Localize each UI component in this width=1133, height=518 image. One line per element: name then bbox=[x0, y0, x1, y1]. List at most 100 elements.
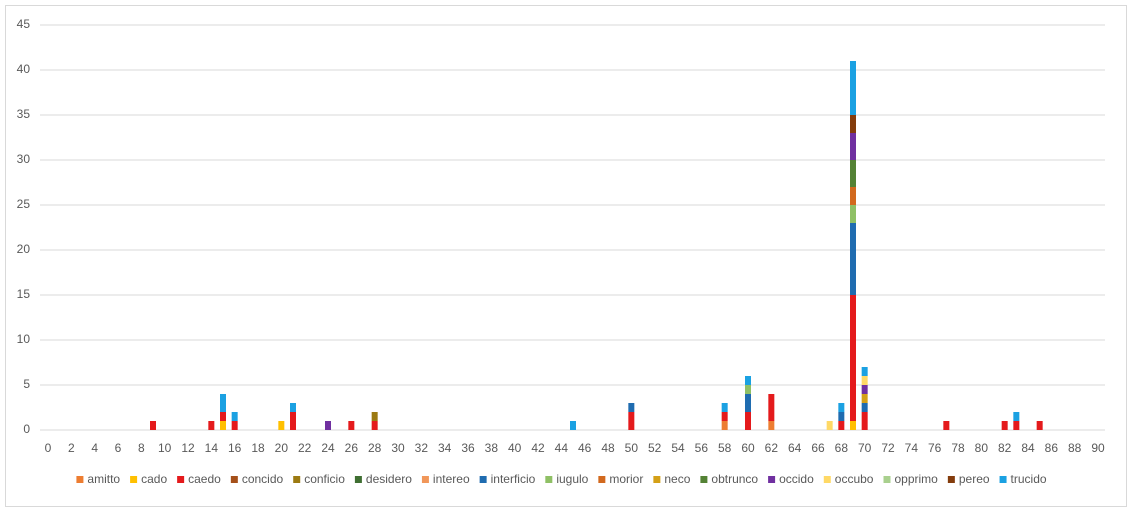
bar-segment bbox=[850, 223, 856, 295]
legend-label: trucido bbox=[1011, 472, 1047, 486]
legend-swatch bbox=[354, 476, 362, 483]
bar-segment bbox=[745, 394, 751, 412]
y-tick-label: 40 bbox=[17, 62, 31, 76]
legend-label: conficio bbox=[304, 472, 345, 486]
x-tick-label: 48 bbox=[601, 441, 615, 455]
bar-segment bbox=[861, 412, 868, 430]
x-tick-label: 72 bbox=[881, 441, 895, 455]
legend-swatch bbox=[76, 476, 84, 483]
legend-swatch bbox=[177, 476, 185, 483]
y-tick-label: 10 bbox=[17, 332, 31, 346]
bar-segment bbox=[850, 205, 856, 223]
y-tick-label: 30 bbox=[17, 152, 31, 166]
bar-segment bbox=[278, 421, 285, 430]
legend-swatch bbox=[653, 476, 661, 483]
bar-segment bbox=[1036, 421, 1043, 430]
legend-swatch bbox=[823, 476, 831, 483]
bar-segment bbox=[850, 421, 856, 430]
x-tick-label: 86 bbox=[1045, 441, 1059, 455]
bar-segment bbox=[628, 403, 635, 412]
bar-segment bbox=[220, 394, 226, 412]
x-tick-label: 14 bbox=[205, 441, 219, 455]
legend-label: interficio bbox=[491, 472, 536, 486]
bar-segment bbox=[826, 421, 833, 430]
bar-segment bbox=[861, 376, 868, 385]
bar-segment bbox=[861, 385, 868, 394]
bar-segment bbox=[628, 412, 635, 430]
x-tick-label: 80 bbox=[975, 441, 989, 455]
bar-segment bbox=[850, 160, 856, 187]
x-tick-label: 44 bbox=[555, 441, 569, 455]
y-tick-label: 45 bbox=[17, 17, 31, 31]
x-tick-label: 50 bbox=[625, 441, 639, 455]
x-tick-label: 58 bbox=[718, 441, 732, 455]
legend-swatch bbox=[947, 476, 955, 483]
x-tick-label: 8 bbox=[138, 441, 145, 455]
x-tick-label: 62 bbox=[765, 441, 779, 455]
x-tick-label: 38 bbox=[485, 441, 499, 455]
y-tick-label: 35 bbox=[17, 107, 31, 121]
bar-segment bbox=[745, 412, 751, 430]
bar-segment bbox=[850, 295, 856, 421]
legend-label: cado bbox=[141, 472, 167, 486]
x-tick-label: 42 bbox=[531, 441, 545, 455]
legend-swatch bbox=[130, 476, 138, 483]
bar-segment bbox=[1013, 421, 1020, 430]
x-tick-label: 30 bbox=[391, 441, 405, 455]
legend-swatch bbox=[479, 476, 487, 483]
x-tick-label: 70 bbox=[858, 441, 872, 455]
legend-swatch bbox=[768, 476, 776, 483]
bar-segment bbox=[220, 421, 226, 430]
legend-swatch bbox=[598, 476, 606, 483]
x-tick-label: 56 bbox=[695, 441, 709, 455]
x-tick-label: 64 bbox=[788, 441, 802, 455]
x-tick-label: 68 bbox=[835, 441, 849, 455]
legend-swatch bbox=[700, 476, 708, 483]
x-tick-label: 66 bbox=[811, 441, 825, 455]
bar-segment bbox=[290, 403, 296, 412]
x-tick-label: 74 bbox=[905, 441, 919, 455]
x-tick-label: 20 bbox=[275, 441, 289, 455]
legend-label: amitto bbox=[87, 472, 120, 486]
x-tick-label: 36 bbox=[461, 441, 475, 455]
x-tick-label: 32 bbox=[415, 441, 429, 455]
legend-label: neco bbox=[664, 472, 690, 486]
x-tick-label: 16 bbox=[228, 441, 242, 455]
bar-segment bbox=[861, 403, 868, 412]
y-tick-label: 15 bbox=[17, 287, 31, 301]
legend-label: concido bbox=[242, 472, 284, 486]
legend-label: desidero bbox=[366, 472, 412, 486]
x-tick-label: 2 bbox=[68, 441, 75, 455]
bar-segment bbox=[861, 394, 868, 403]
x-tick-label: 0 bbox=[45, 441, 52, 455]
x-tick-label: 88 bbox=[1068, 441, 1082, 455]
bar-segment bbox=[1013, 412, 1020, 421]
bar-segment bbox=[850, 115, 856, 133]
bar-segment bbox=[838, 421, 845, 430]
bar-segment bbox=[838, 412, 845, 421]
bar-segment bbox=[943, 421, 950, 430]
x-tick-label: 28 bbox=[368, 441, 382, 455]
x-tick-label: 84 bbox=[1021, 441, 1035, 455]
bar-segment bbox=[721, 421, 728, 430]
bar-segment bbox=[1001, 421, 1008, 430]
x-tick-label: 78 bbox=[951, 441, 965, 455]
legend-label: intereo bbox=[433, 472, 470, 486]
legend-swatch bbox=[883, 476, 891, 483]
chart-border bbox=[5, 5, 1127, 507]
x-tick-label: 12 bbox=[181, 441, 195, 455]
x-tick-label: 60 bbox=[741, 441, 755, 455]
x-tick-label: 90 bbox=[1091, 441, 1105, 455]
bar-segment bbox=[850, 187, 856, 205]
x-tick-label: 54 bbox=[671, 441, 685, 455]
bar-segment bbox=[838, 403, 845, 412]
legend-label: morior bbox=[609, 472, 643, 486]
x-tick-label: 52 bbox=[648, 441, 662, 455]
bar-segment bbox=[348, 421, 355, 430]
x-tick-label: 18 bbox=[251, 441, 265, 455]
bar-segment bbox=[768, 421, 775, 430]
x-tick-label: 46 bbox=[578, 441, 592, 455]
x-tick-label: 4 bbox=[91, 441, 98, 455]
legend-label: obtrunco bbox=[711, 472, 758, 486]
